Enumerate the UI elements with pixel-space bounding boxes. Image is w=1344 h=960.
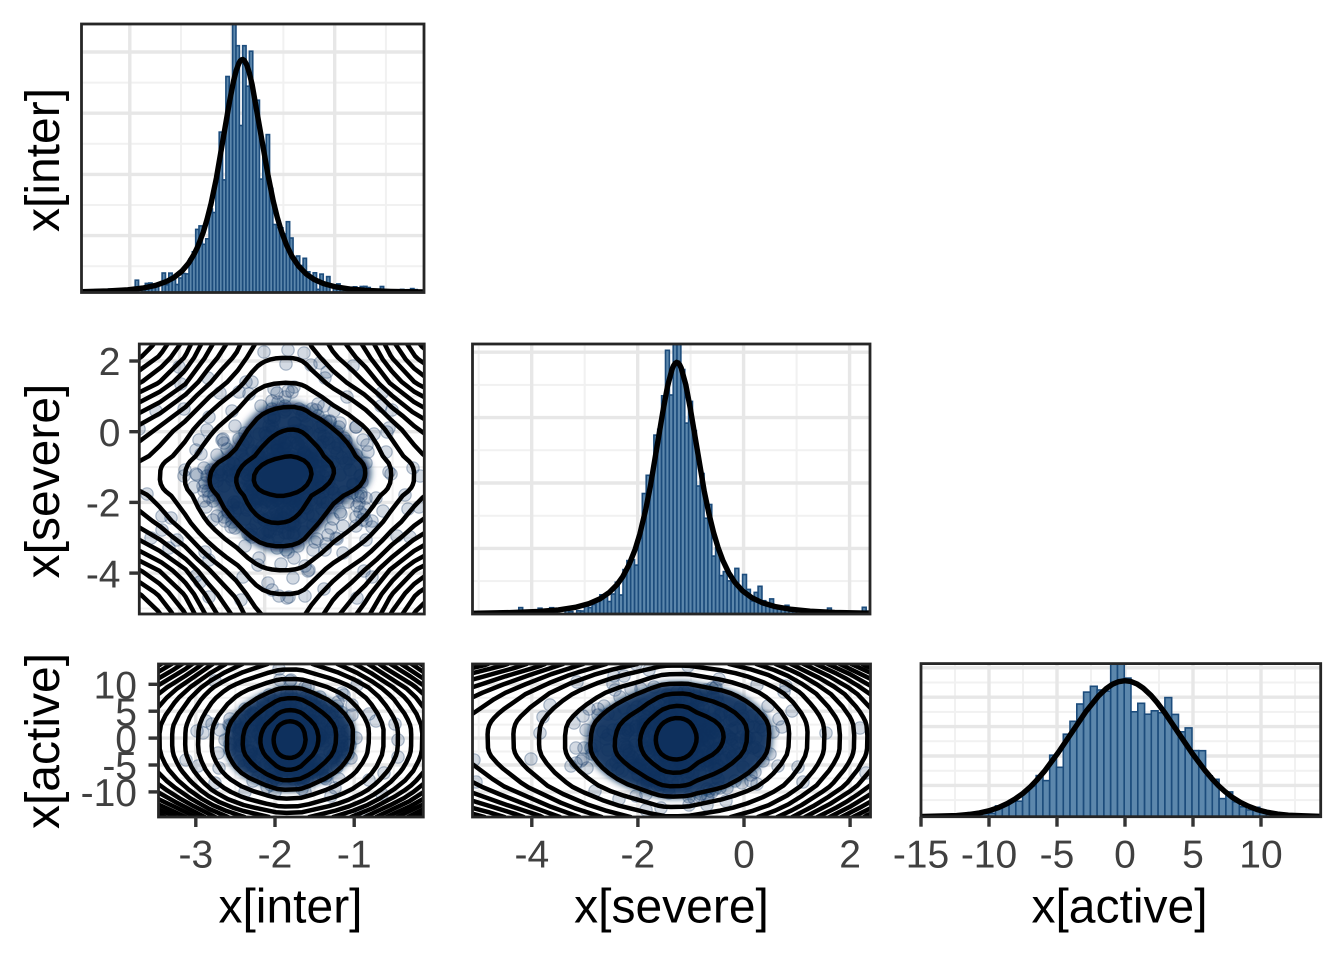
svg-text:x[severe]: x[severe] <box>574 881 769 934</box>
svg-text:0: 0 <box>115 718 137 761</box>
svg-text:5: 5 <box>1182 834 1204 877</box>
svg-text:-4: -4 <box>514 834 549 877</box>
svg-text:-10: -10 <box>81 772 137 815</box>
svg-text:x[inter]: x[inter] <box>218 881 362 934</box>
svg-text:5: 5 <box>115 691 137 734</box>
svg-text:x[severe]: x[severe] <box>17 384 70 579</box>
svg-text:10: 10 <box>1239 834 1282 877</box>
svg-text:-4: -4 <box>86 553 121 596</box>
svg-text:10: 10 <box>94 665 137 708</box>
svg-text:-5: -5 <box>102 745 137 788</box>
svg-text:2: 2 <box>839 834 861 877</box>
svg-text:0: 0 <box>733 834 755 877</box>
svg-text:-15: -15 <box>893 834 949 877</box>
svg-text:-2: -2 <box>86 483 121 526</box>
svg-text:-10: -10 <box>961 834 1017 877</box>
svg-text:-5: -5 <box>1040 834 1075 877</box>
svg-text:0: 0 <box>1114 834 1136 877</box>
svg-text:2: 2 <box>99 341 121 384</box>
svg-text:-2: -2 <box>621 834 656 877</box>
svg-text:0: 0 <box>99 412 121 455</box>
svg-text:x[active]: x[active] <box>17 653 70 829</box>
svg-text:x[inter]: x[inter] <box>17 88 70 232</box>
svg-text:-1: -1 <box>337 834 372 877</box>
svg-text:-3: -3 <box>178 834 213 877</box>
svg-text:-2: -2 <box>258 834 293 877</box>
svg-text:x[active]: x[active] <box>1031 881 1207 934</box>
